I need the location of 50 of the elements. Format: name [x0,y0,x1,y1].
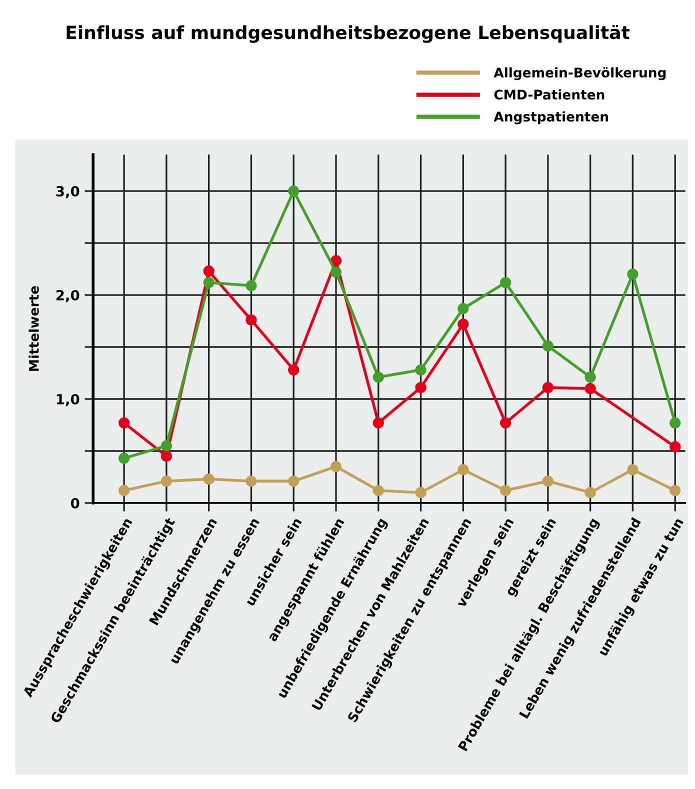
y-tick-label: 0 [70,498,80,508]
point [415,487,426,498]
y-tick-label: 2,0 [56,290,80,302]
point [372,417,384,428]
point [160,440,172,452]
point [670,417,681,428]
y-tick-label: 3,0 [56,186,80,198]
legend-label: CMD-Patienten [494,89,604,100]
chart-title: Einfluss auf mundgesundheitsbezogene Lebensqualität [66,24,630,43]
point [118,484,130,496]
point [160,476,172,487]
point [246,280,257,292]
legend-label: Angstpatienten [494,111,608,124]
point [118,452,130,464]
point [160,450,172,462]
y-tick-label: 1,0 [56,394,80,406]
point [203,266,214,277]
point [203,474,214,485]
point [330,266,342,278]
point [458,302,469,314]
point [246,476,257,487]
point [415,364,426,376]
point [372,484,384,496]
point [627,268,638,280]
point [584,487,596,498]
point [118,417,130,428]
point [584,383,596,394]
point [288,476,300,487]
point [415,382,426,394]
point [542,382,554,394]
point [372,372,384,383]
legend-label: Allgemein-Bevölkerung [494,67,666,80]
point [542,340,554,352]
point [246,314,257,326]
point [670,441,681,452]
point [458,318,469,330]
point [627,464,638,476]
point [288,364,300,376]
point [288,185,300,197]
point [203,276,214,288]
point [458,464,469,476]
y-axis-title: Mittelwerte [28,286,39,371]
point [670,484,681,496]
point [330,255,342,266]
point [330,461,342,472]
point [500,417,512,428]
point [500,484,512,496]
point [500,276,512,288]
point [542,476,554,487]
point [584,372,596,383]
